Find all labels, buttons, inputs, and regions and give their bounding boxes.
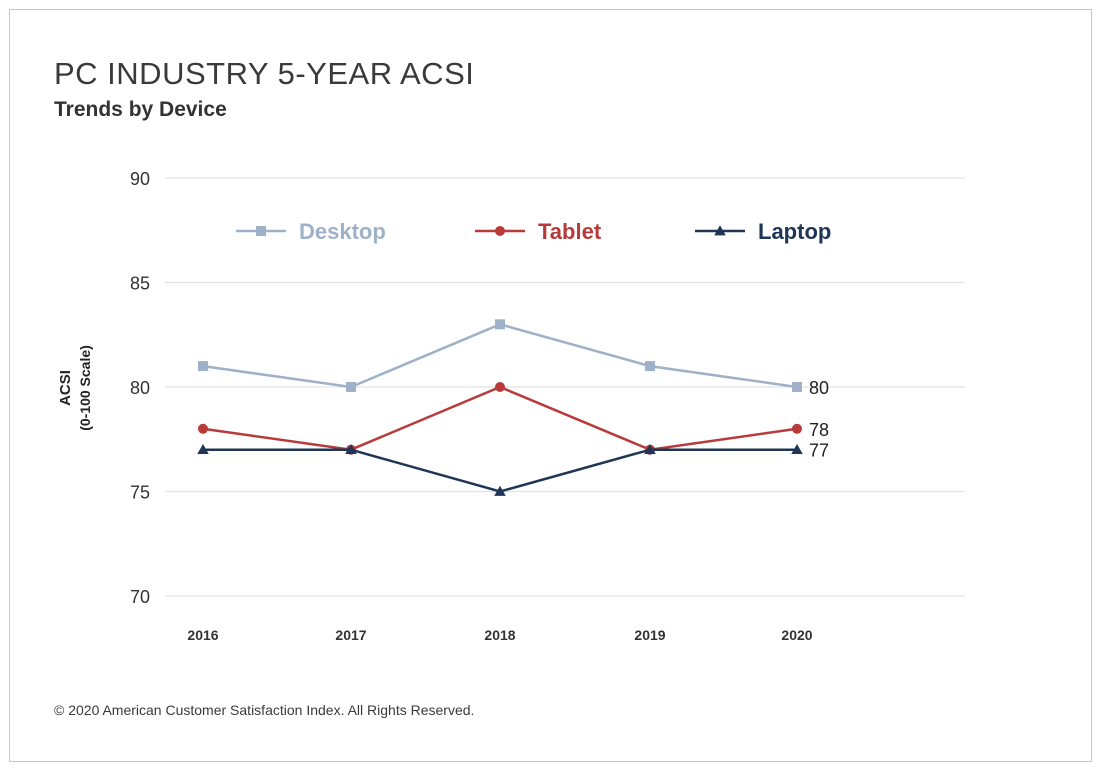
y-tick-label-80: 80 <box>130 378 150 398</box>
legend-marker-tablet <box>495 226 505 236</box>
legend-marker-laptop <box>714 225 726 236</box>
point-tablet-2016 <box>198 423 208 434</box>
legend-label-laptop: Laptop <box>758 219 831 244</box>
point-tablet-2020 <box>792 423 802 434</box>
point-tablet-2018 <box>495 382 505 392</box>
series-line-laptop <box>203 448 797 493</box>
end-label-laptop: 77 <box>809 441 829 461</box>
point-laptop-2019 <box>644 443 656 455</box>
point-desktop-2018 <box>495 319 505 330</box>
legend-label-desktop: Desktop <box>299 219 386 244</box>
point-desktop-2020 <box>792 382 802 392</box>
series-line-desktop <box>202 322 798 389</box>
series-line-tablet <box>202 385 798 451</box>
x-tick-label-2018: 2018 <box>484 627 515 643</box>
point-laptop-2016 <box>197 443 209 455</box>
y-tick-label-85: 85 <box>130 274 150 294</box>
copyright-footer: © 2020 American Customer Satisfaction In… <box>54 702 475 718</box>
x-tick-label-2020: 2020 <box>781 627 812 643</box>
legend-marker-desktop <box>256 226 266 236</box>
end-label-desktop: 80 <box>809 378 829 398</box>
point-laptop-2017 <box>345 443 357 455</box>
legend-label-tablet: Tablet <box>538 219 602 244</box>
y-tick-label-75: 75 <box>130 483 150 503</box>
chart-subtitle: Trends by Device <box>54 98 227 121</box>
point-laptop-2020 <box>791 443 803 455</box>
point-desktop-2019 <box>645 361 655 372</box>
point-desktop-2017 <box>346 382 356 392</box>
y-axis-title: ACSI <box>57 370 74 406</box>
chart-title: PC INDUSTRY 5-YEAR ACSI <box>54 56 475 91</box>
point-desktop-2016 <box>198 361 208 372</box>
y-axis-subtitle: (0-100 Scale) <box>77 345 93 431</box>
point-laptop-2018 <box>494 485 506 496</box>
y-tick-label-70: 70 <box>130 587 150 607</box>
x-tick-label-2019: 2019 <box>634 627 665 643</box>
x-tick-label-2016: 2016 <box>187 627 218 643</box>
end-label-tablet: 78 <box>809 420 829 440</box>
y-tick-label-90: 90 <box>130 169 150 189</box>
x-tick-label-2017: 2017 <box>335 627 366 643</box>
chart-frame <box>9 9 1092 762</box>
